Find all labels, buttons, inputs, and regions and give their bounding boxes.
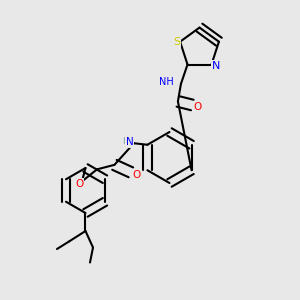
Text: O: O: [75, 179, 83, 189]
Text: NH: NH: [159, 76, 173, 87]
Text: H: H: [122, 137, 128, 146]
Text: O: O: [133, 170, 141, 180]
Text: N: N: [212, 61, 220, 71]
Text: O: O: [194, 102, 202, 112]
Text: S: S: [173, 37, 180, 47]
Text: N: N: [126, 137, 133, 147]
